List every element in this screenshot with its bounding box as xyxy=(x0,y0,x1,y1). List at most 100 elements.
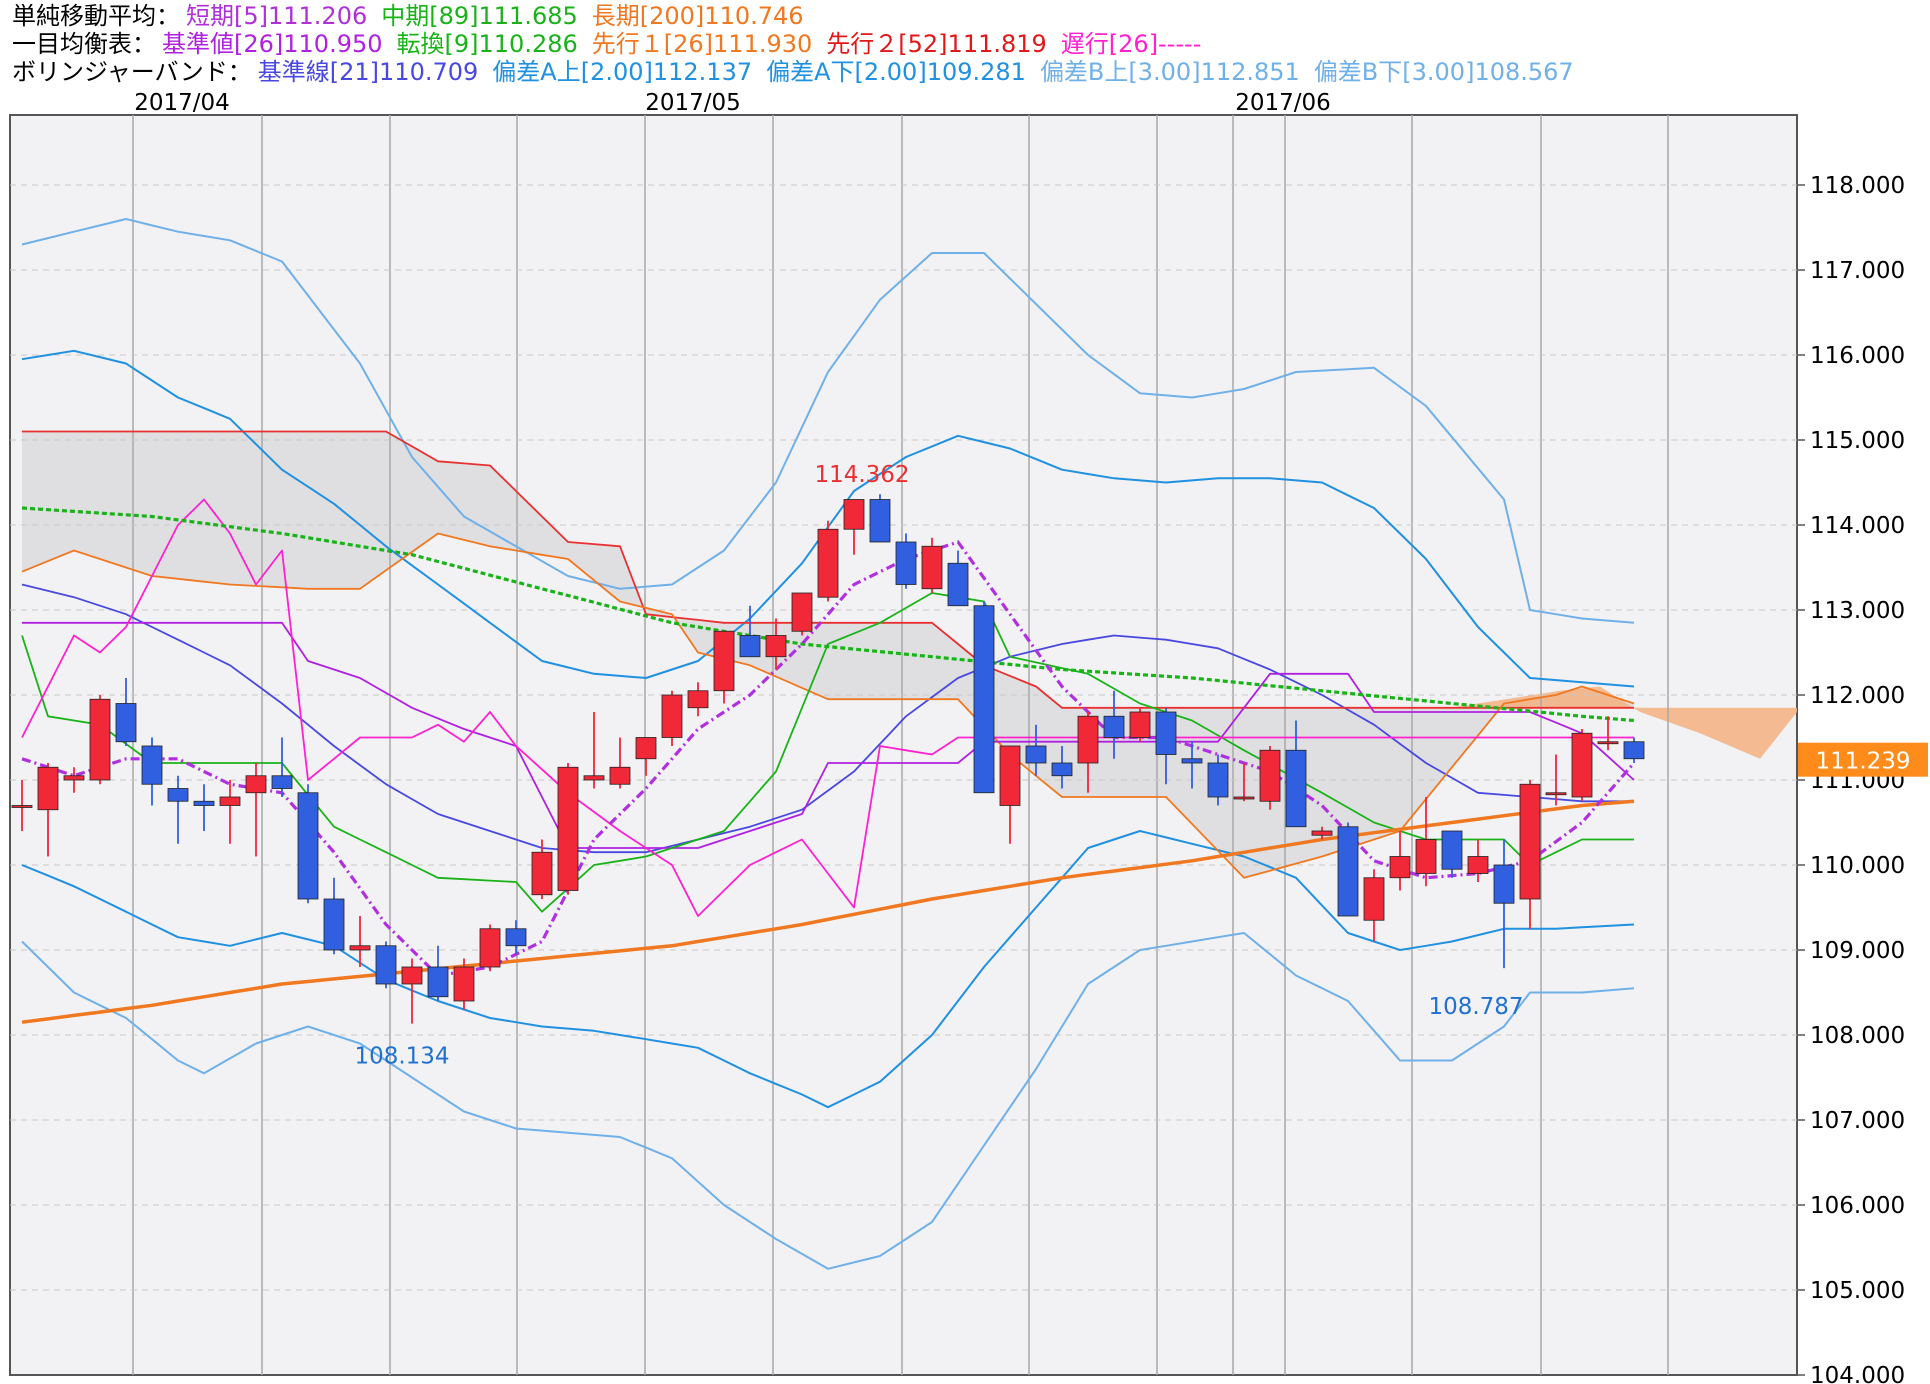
candle-up xyxy=(245,763,267,857)
price-tick-label: 112.000 xyxy=(1810,683,1905,709)
candle-up xyxy=(1597,716,1619,751)
candle-body xyxy=(1493,864,1515,904)
candle-up xyxy=(349,916,371,967)
legend-bb-a-lower: 偏差A下[2.00]109.281 xyxy=(766,58,1026,86)
candle-body xyxy=(999,745,1021,806)
candle-body xyxy=(895,541,917,585)
candle-down xyxy=(1285,720,1307,828)
candle-body xyxy=(37,766,59,811)
candle-down xyxy=(1337,822,1359,917)
candle-down xyxy=(1181,741,1203,789)
candle-up xyxy=(635,737,657,776)
candle-up xyxy=(453,958,475,1010)
candle-body xyxy=(869,499,891,543)
candle-up xyxy=(1311,826,1333,840)
legend-bollinger-label: ボリンジャーバンド： xyxy=(12,58,252,86)
candle-body xyxy=(1311,830,1333,836)
candle-down xyxy=(869,494,891,543)
legend-ichimoku: 一目均衡表： 基準値[26]110.950 転換[9]110.286 先行１[26]1… xyxy=(12,30,1215,58)
candle-body xyxy=(635,737,657,760)
candle-up xyxy=(531,839,553,899)
candle-down xyxy=(193,784,215,831)
candle-body xyxy=(1545,792,1567,796)
legend-sma-long: 長期[200]110.746 xyxy=(591,2,804,30)
candle-up xyxy=(687,682,709,717)
candle-up xyxy=(791,592,813,636)
candle-body xyxy=(1285,749,1307,828)
candle-body xyxy=(557,766,579,891)
candle-down xyxy=(427,945,449,1001)
candle-body xyxy=(1441,830,1463,870)
candle-up xyxy=(713,630,735,704)
candle-body xyxy=(89,698,111,781)
candle-up xyxy=(63,767,85,793)
candle-body xyxy=(219,796,241,806)
candle-up xyxy=(11,780,33,831)
candle-body xyxy=(661,694,683,738)
candle-down xyxy=(1493,839,1515,969)
legend-ichimoku-senkou1: 先行１[26]111.930 xyxy=(591,30,813,58)
candle-up xyxy=(401,958,423,1024)
candle-body xyxy=(1363,877,1385,921)
candle-up xyxy=(1363,869,1385,942)
candle-up xyxy=(219,780,241,844)
candle-body xyxy=(115,703,137,743)
candle-up xyxy=(479,924,501,972)
candle-up xyxy=(1545,754,1567,806)
candle-up xyxy=(37,763,59,857)
candle-down xyxy=(1051,746,1073,789)
candle-down xyxy=(323,877,345,955)
candle-up xyxy=(1519,780,1541,929)
legend-ichimoku-senkou2: 先行２[52]111.819 xyxy=(826,30,1047,58)
candle-body xyxy=(349,945,371,951)
candle-body xyxy=(167,788,189,802)
candle-up xyxy=(89,695,111,785)
legend-sma: 単純移動平均： 短期[5]111.206 中期[89]111.685 長期[200]1… xyxy=(12,2,818,30)
candle-down xyxy=(141,737,163,806)
price-tick-label: 113.000 xyxy=(1810,598,1905,624)
sma-5 xyxy=(21,540,1636,978)
candle-down xyxy=(1103,690,1125,759)
price-tick-label: 107.000 xyxy=(1810,1108,1905,1134)
candle-down xyxy=(895,533,917,589)
candle-up xyxy=(1415,797,1437,887)
candle-up xyxy=(921,537,943,593)
candle-down xyxy=(375,941,397,989)
candle-body xyxy=(141,745,163,785)
candle-down xyxy=(1441,830,1463,878)
candle-body xyxy=(1597,741,1619,745)
candle-up xyxy=(999,745,1021,844)
candle-body xyxy=(505,928,527,947)
price-tick-label: 109.000 xyxy=(1810,938,1905,964)
candle-up xyxy=(843,499,865,555)
candle-up xyxy=(817,520,839,602)
legend-sma-label: 単純移動平均： xyxy=(12,2,180,30)
candle-down xyxy=(505,920,527,955)
low-price-label-2: 108.787 xyxy=(1428,994,1523,1020)
candle-body xyxy=(1519,783,1541,900)
candle-body xyxy=(947,562,969,607)
candle-down xyxy=(115,678,137,746)
candle-body xyxy=(63,775,85,781)
candle-body xyxy=(1259,749,1281,802)
candle-down xyxy=(297,784,319,904)
price-tick-label: 118.000 xyxy=(1810,173,1905,199)
candle-body xyxy=(791,592,813,632)
ichimoku-cloud xyxy=(22,431,1797,878)
candle-body xyxy=(375,945,397,985)
candle-body xyxy=(1337,826,1359,917)
candle-body xyxy=(1077,715,1099,764)
candle-up xyxy=(1389,831,1411,891)
current-price-tag xyxy=(1798,742,1928,777)
legend-sma-short: 短期[5]111.206 xyxy=(186,2,368,30)
candle-up xyxy=(1129,707,1151,742)
candle-up xyxy=(765,618,787,670)
candle-body xyxy=(245,775,267,794)
candle-body xyxy=(1207,762,1229,798)
price-tick-label: 106.000 xyxy=(1810,1193,1905,1219)
price-tick-label: 110.000 xyxy=(1810,853,1905,879)
candle-body xyxy=(531,851,553,896)
legend-bb-b-upper: 偏差B上[3.00]112.851 xyxy=(1039,58,1300,86)
price-tick-label: 104.000 xyxy=(1810,1363,1905,1384)
